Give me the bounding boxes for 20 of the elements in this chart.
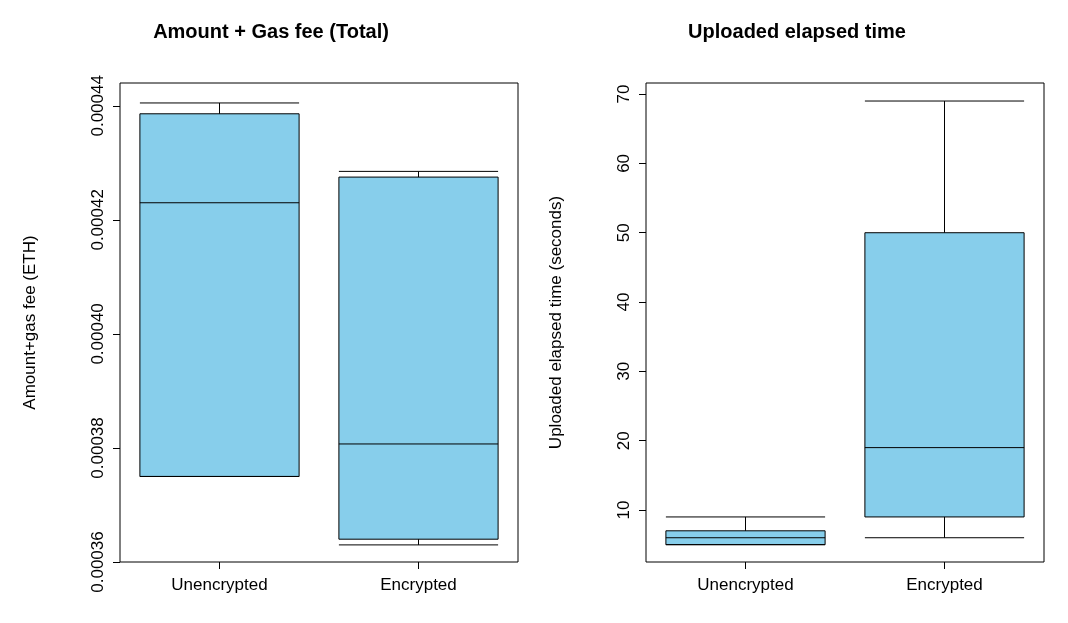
y-axis-title: Uploaded elapsed time (seconds): [546, 195, 565, 450]
y-axis-title: Amount+gas fee (ETH): [20, 235, 39, 410]
x-tick-label: Encrypted: [380, 575, 457, 594]
y-tick-label: 0.00042: [88, 189, 107, 251]
y-tick-label: 60: [614, 153, 633, 173]
chart-title: Uploaded elapsed time: [688, 20, 906, 42]
y-tick-label: 20: [614, 431, 633, 451]
y-tick-label: 0.00036: [88, 531, 107, 593]
x-tick-label: Unencrypted: [171, 575, 268, 594]
x-tick-label: Unencrypted: [697, 575, 794, 594]
y-tick-label: 0.00038: [88, 417, 107, 479]
y-tick-label: 0.00040: [88, 303, 107, 365]
y-tick-label: 30: [614, 361, 633, 381]
chart-title: Amount + Gas fee (Total): [153, 20, 389, 42]
y-tick-label: 10: [614, 500, 633, 520]
y-tick-label: 40: [614, 292, 633, 312]
y-tick-label: 50: [614, 223, 633, 243]
y-tick-label: 70: [614, 84, 633, 104]
x-tick-label: Encrypted: [906, 575, 983, 594]
y-tick-label: 0.00044: [88, 75, 107, 137]
